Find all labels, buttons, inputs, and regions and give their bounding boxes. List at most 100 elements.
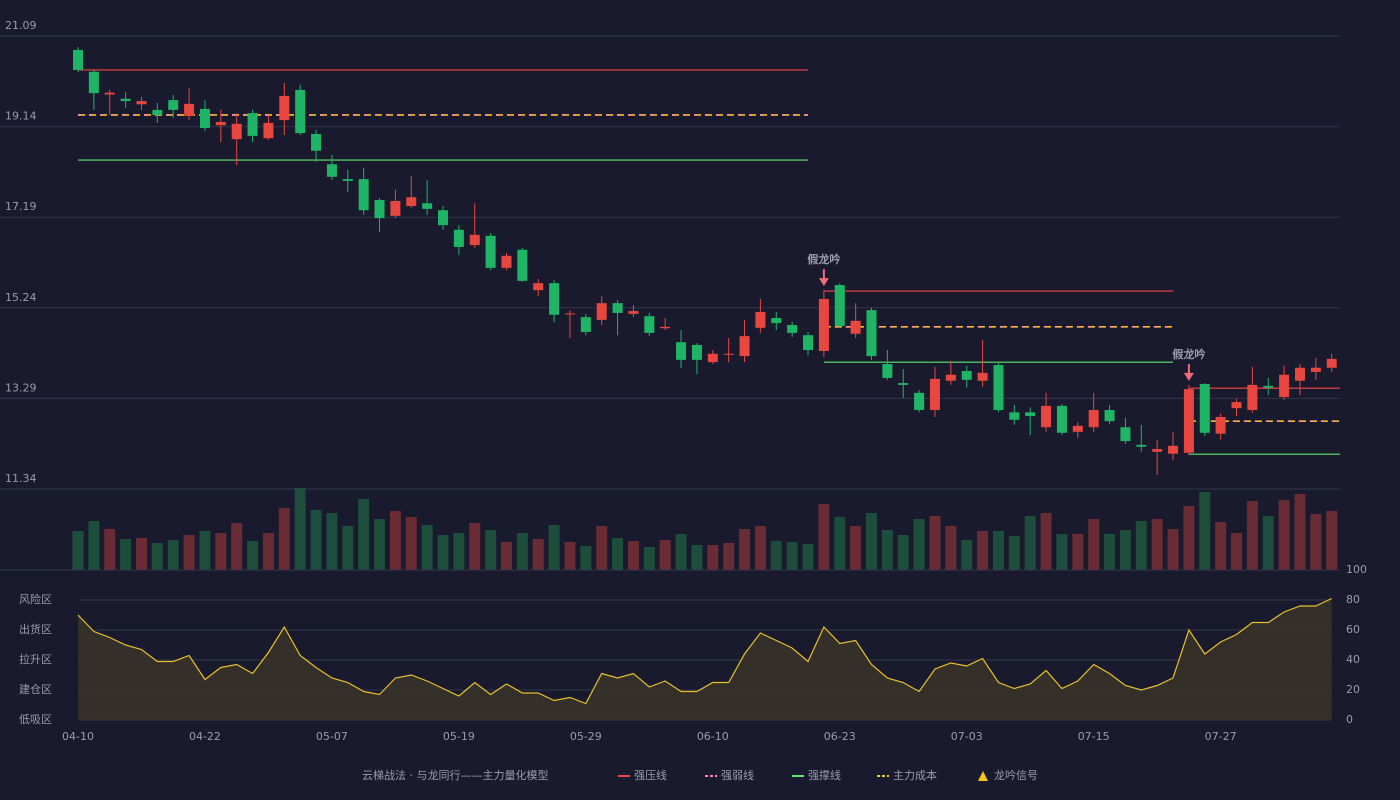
- zone-label: 出货区: [19, 622, 52, 636]
- candle-body: [787, 324, 798, 333]
- candle-body: [136, 101, 147, 105]
- x-tick-label: 05-19: [443, 730, 475, 743]
- signal-arrow-head: [818, 278, 829, 287]
- indicator-tick-label: 0: [1346, 713, 1353, 726]
- volume-bar: [754, 526, 766, 570]
- candle-body: [564, 313, 575, 315]
- legend-symbol: [978, 771, 988, 781]
- volume-bar: [183, 535, 195, 570]
- signal-label: 假龙吟: [807, 252, 840, 266]
- y-tick-label: 11.34: [5, 472, 37, 485]
- candle-body: [1056, 405, 1067, 433]
- volume-bar: [1008, 536, 1020, 570]
- y-tick-label: 15.24: [5, 291, 37, 304]
- x-tick-label: 07-15: [1078, 730, 1110, 743]
- candle-body: [199, 108, 210, 128]
- volume-bar: [1167, 529, 1179, 570]
- volume-bar: [564, 542, 576, 570]
- candle-body: [215, 121, 226, 126]
- volume-bar: [627, 541, 639, 570]
- zone-label: 低吸区: [19, 713, 52, 726]
- volume-bar: [310, 510, 322, 570]
- candle-body: [247, 113, 258, 136]
- candle-body: [120, 98, 131, 102]
- indicator-tick-label: 20: [1346, 683, 1360, 696]
- volume-bar: [199, 531, 211, 570]
- candle-body: [374, 200, 385, 219]
- volume-bar: [1151, 519, 1163, 570]
- x-tick-label: 07-03: [951, 730, 983, 743]
- candle-body: [295, 89, 306, 134]
- volume-bar: [992, 531, 1004, 570]
- candle-body: [168, 100, 179, 110]
- candle-body: [438, 210, 449, 226]
- volume-bar: [580, 546, 592, 570]
- candle-body: [580, 317, 591, 332]
- volume-bar: [945, 526, 957, 570]
- volume-bar: [707, 545, 719, 570]
- candle-body: [1136, 444, 1147, 447]
- volume-bar: [453, 533, 465, 570]
- candle-body: [549, 283, 560, 315]
- legend-label: 强弱线: [721, 768, 754, 782]
- volume-bar: [167, 540, 179, 570]
- volume-bar: [1183, 506, 1195, 570]
- volume-bar: [866, 513, 877, 570]
- volume-bar: [1215, 522, 1227, 570]
- volume-bar: [262, 533, 274, 570]
- legend-label: 强撑线: [808, 768, 841, 782]
- candle-body: [755, 311, 766, 328]
- candle-body: [898, 383, 909, 385]
- volume-bar: [1135, 521, 1147, 570]
- candle-body: [1025, 412, 1036, 417]
- indicator-tick-label: 80: [1346, 593, 1360, 606]
- volume-bar: [723, 543, 735, 570]
- candle-body: [1072, 425, 1083, 432]
- volume-bar: [1310, 514, 1322, 570]
- volume-bar: [1088, 519, 1100, 570]
- volume-bar: [659, 540, 671, 570]
- candle-body: [1104, 410, 1115, 422]
- x-tick-label: 07-27: [1205, 730, 1237, 743]
- candle-body: [326, 164, 337, 177]
- volume-bar: [675, 534, 687, 570]
- candle-body: [961, 370, 972, 380]
- volume-bar: [1246, 501, 1258, 570]
- volume-bar: [1231, 533, 1243, 570]
- candle-body: [453, 229, 464, 247]
- volume-bar: [818, 504, 830, 570]
- x-tick-label: 04-10: [62, 730, 94, 743]
- volume-bar: [1024, 516, 1036, 570]
- volume-bar: [1278, 500, 1290, 570]
- volume-bar: [342, 526, 354, 570]
- volume-bar: [278, 508, 290, 570]
- candle-body: [422, 203, 433, 209]
- volume-bar: [469, 523, 481, 570]
- volume-bar: [691, 545, 703, 570]
- candle-body: [977, 372, 988, 381]
- candle-body: [342, 179, 353, 181]
- candle-body: [311, 134, 322, 151]
- candle-body: [1294, 367, 1305, 381]
- volume-bar: [231, 523, 243, 570]
- volume-bar: [596, 526, 608, 570]
- candle-body: [231, 123, 242, 140]
- candle-body: [263, 122, 274, 139]
- candle-body: [929, 378, 940, 411]
- candle-body: [358, 179, 369, 211]
- volume-bar: [739, 529, 751, 570]
- x-tick-label: 04-22: [189, 730, 221, 743]
- volume-bar: [389, 511, 401, 570]
- candle-body: [1183, 389, 1194, 453]
- candle-body: [644, 316, 655, 333]
- volume-bar: [358, 499, 370, 570]
- candle-body: [945, 374, 956, 381]
- volume-bar: [532, 539, 544, 570]
- candle-body: [1152, 449, 1163, 452]
- volume-bar: [897, 535, 909, 570]
- zone-label: 风险区: [19, 592, 52, 606]
- volume-bar: [72, 531, 84, 570]
- candle-body: [628, 311, 639, 314]
- volume-bar: [247, 541, 259, 570]
